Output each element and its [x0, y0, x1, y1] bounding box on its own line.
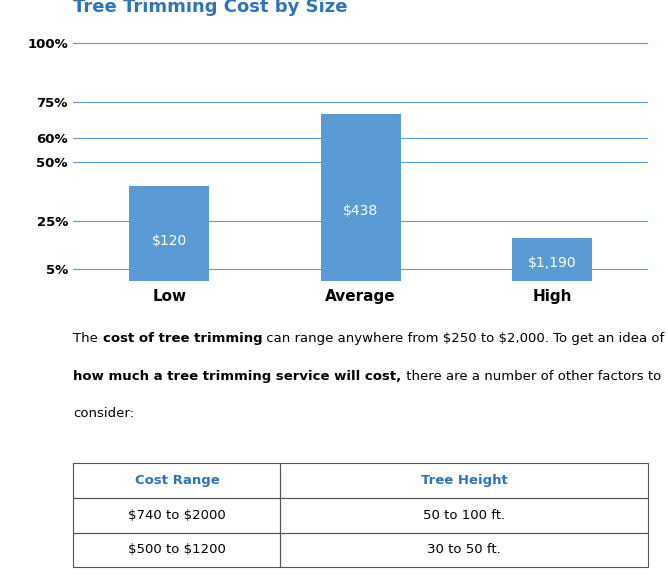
Text: \$120: \$120: [152, 234, 187, 248]
Text: cost of tree trimming: cost of tree trimming: [103, 332, 263, 345]
Text: Tree Trimming Cost by Size: Tree Trimming Cost by Size: [73, 0, 348, 16]
Text: \$438: \$438: [343, 204, 378, 218]
Bar: [321, 114, 401, 281]
Bar: [73, 463, 281, 498]
Bar: [73, 533, 281, 567]
Bar: [512, 238, 593, 281]
Bar: [73, 498, 281, 533]
Bar: [281, 463, 648, 498]
Text: Tree Height: Tree Height: [421, 474, 508, 487]
Text: can range anywhere from \$250 to \$2,000. To get an idea of: can range anywhere from \$250 to \$2,000…: [263, 332, 665, 345]
Text: consider:: consider:: [73, 407, 134, 420]
Text: \$740 to \$2000: \$740 to \$2000: [128, 509, 226, 522]
Text: Cost Range: Cost Range: [134, 474, 219, 487]
Bar: [281, 498, 648, 533]
Text: The: The: [73, 332, 103, 345]
Text: there are a number of other factors to: there are a number of other factors to: [401, 370, 661, 383]
Bar: [129, 186, 210, 281]
Text: how much a tree trimming service will cost,: how much a tree trimming service will co…: [73, 370, 401, 383]
Bar: [281, 533, 648, 567]
Text: \$500 to \$1200: \$500 to \$1200: [128, 543, 226, 557]
Text: 50 to 100 ft.: 50 to 100 ft.: [423, 509, 505, 522]
Text: \$1,190: \$1,190: [528, 256, 576, 270]
Text: 30 to 50 ft.: 30 to 50 ft.: [428, 543, 501, 557]
